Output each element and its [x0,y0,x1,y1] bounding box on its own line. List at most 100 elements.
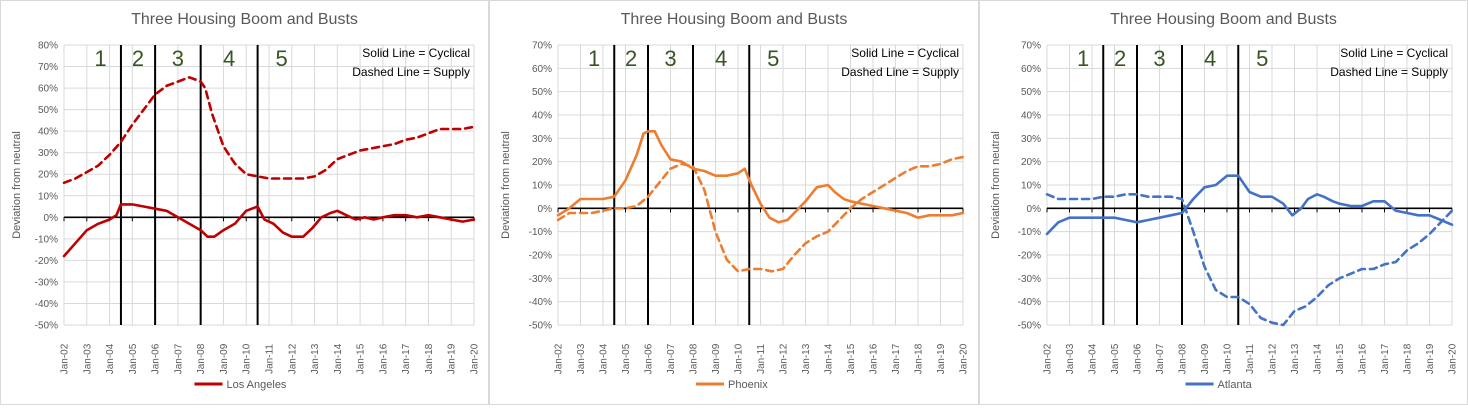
x-tick-label: Jan-08 [196,343,207,374]
y-tick-label: -50% [1018,321,1041,332]
phase-label: 4 [715,46,727,71]
x-tick-label: Jan-06 [1133,343,1144,374]
series-line-solid [62,203,476,258]
series-line-solid [556,130,965,224]
x-tick-label: Jan-12 [287,343,298,374]
y-tick-label: -50% [529,321,552,332]
annotation-text: Dashed Line = Supply [352,65,470,79]
x-tick-label: Jan-20 [959,343,970,374]
x-tick-label: Jan-17 [891,343,902,374]
y-tick-label: 40% [1021,111,1041,122]
x-tick-label: Jan-02 [554,343,565,374]
y-tick-label: 30% [38,148,58,159]
x-tick-label: Jan-11 [756,344,767,374]
x-tick-label: Jan-18 [424,343,435,374]
x-tick-label: Jan-14 [333,343,344,374]
x-tick-label: Jan-12 [1268,343,1279,374]
x-tick-label: Jan-13 [801,343,812,374]
legend-label: Phoenix [728,379,768,391]
x-tick-label: Jan-16 [869,343,880,374]
chart-panel-2: Three Housing Boom and Busts -50% -40% -30%… [489,0,979,405]
x-tick-label: Jan-16 [378,343,389,374]
x-tick-label: Jan-18 [1403,343,1414,374]
x-tick-label: Jan-15 [1335,343,1346,374]
phase-label: 2 [1114,46,1126,71]
y-tick-label: -10% [35,234,58,245]
y-tick-label: 70% [38,62,58,73]
y-tick-label: 60% [1021,64,1041,75]
y-tick-label: 80% [38,41,58,52]
x-tick-label: Jan-09 [1200,343,1211,374]
phase-label: 5 [1256,46,1268,71]
x-tick-label: Jan-14 [824,343,835,374]
x-tick-label: Jan-06 [644,343,655,374]
phase-label: 2 [132,46,144,71]
x-tick-label: Jan-07 [1155,343,1166,374]
x-tick-label: Jan-19 [936,343,947,374]
x-tick-label: Jan-03 [576,343,587,374]
phase-label: 5 [767,46,779,71]
x-tick-label: Jan-07 [666,343,677,374]
x-tick-label: Jan-10 [242,343,253,374]
x-tick-label: Jan-04 [105,343,116,374]
x-tick-label: Jan-03 [1065,343,1076,374]
x-tick-label: Jan-04 [1088,343,1099,374]
y-tick-label: 40% [532,111,552,122]
y-tick-label: -30% [529,274,552,285]
x-tick-label: Jan-10 [734,343,745,374]
y-axis-label: Deviation from neutral [500,131,512,239]
phase-label: 1 [94,46,106,71]
x-tick-label: Jan-14 [1313,343,1324,374]
y-tick-label: 10% [1021,181,1041,192]
annotation-text: Dashed Line = Supply [841,65,959,79]
y-tick-label: 40% [38,127,58,138]
x-tick-label: Jan-07 [173,343,184,374]
series-line-dashed [62,76,476,185]
y-tick-label: 60% [532,64,552,75]
x-tick-label: Jan-15 [846,343,857,374]
phase-label: 1 [588,46,600,71]
y-tick-label: -40% [529,297,552,308]
series-line-solid [1045,174,1454,236]
x-tick-label: Jan-16 [1358,343,1369,374]
x-tick-label: Jan-02 [60,343,71,374]
x-tick-label: Jan-13 [1290,343,1301,374]
phase-label: 3 [1153,46,1165,71]
x-tick-label: Jan-02 [1043,343,1054,374]
phase-label: 3 [172,46,184,71]
x-tick-label: Jan-19 [447,343,458,374]
chart-title: Three Housing Boom and Busts [131,11,358,28]
chart-frame [0,0,489,405]
phase-label: 3 [664,46,676,71]
x-tick-label: Jan-11 [1245,344,1256,374]
x-tick-label: Jan-05 [1110,343,1121,374]
y-tick-label: 60% [38,84,58,95]
legend-label: Atlanta [1218,379,1253,391]
x-tick-label: Jan-17 [1380,343,1391,374]
y-tick-label: 20% [532,157,552,168]
y-tick-label: 20% [1021,157,1041,168]
phase-label: 5 [275,46,287,71]
y-tick-label: -20% [529,251,552,262]
y-tick-label: -30% [35,277,58,288]
x-tick-label: Jan-18 [914,343,925,374]
x-tick-label: Jan-17 [401,343,412,374]
x-tick-label: Jan-08 [1178,343,1189,374]
x-tick-label: Jan-03 [82,343,93,374]
chart-panel-3: Three Housing Boom and Busts -50% -40% -30%… [979,0,1468,405]
chart-panel-1: Three Housing Boom and Busts -50% -40% -30%… [0,0,489,405]
x-tick-label: Jan-05 [128,343,139,374]
phase-label: 4 [223,46,235,71]
annotation-text: Dashed Line = Supply [1330,65,1448,79]
y-tick-label: 50% [532,87,552,98]
x-tick-label: Jan-20 [470,343,481,374]
y-tick-label: 30% [532,134,552,145]
x-tick-label: Jan-05 [621,343,632,374]
y-axis-label: Deviation from neutral [11,131,23,239]
annotation-text: Solid Line = Cyclical [851,46,959,60]
x-tick-label: Jan-04 [599,343,610,374]
y-tick-label: 70% [1021,41,1041,52]
x-tick-label: Jan-06 [151,343,162,374]
